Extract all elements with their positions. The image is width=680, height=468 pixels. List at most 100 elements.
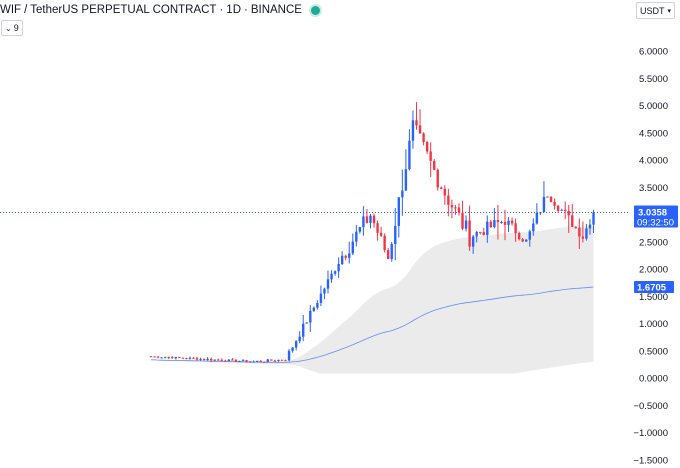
candle-body <box>468 220 471 247</box>
candle-body <box>358 227 362 232</box>
candle <box>386 248 390 260</box>
candle-body <box>287 350 291 361</box>
candle <box>539 212 542 216</box>
candle <box>213 359 216 362</box>
candle <box>376 220 379 241</box>
candle <box>149 355 153 358</box>
candle-body <box>493 219 496 228</box>
symbol-name[interactable]: WIF <box>0 4 22 16</box>
candle-body <box>181 357 185 359</box>
candle <box>404 149 408 192</box>
candle-body <box>581 236 585 239</box>
candle-body <box>443 188 447 196</box>
candle-body <box>238 361 241 363</box>
candle <box>542 181 546 213</box>
candle <box>411 110 415 149</box>
price-axis-label: −1.0000 <box>633 428 668 439</box>
candle <box>379 226 383 237</box>
candle <box>171 355 174 359</box>
candle <box>588 219 592 235</box>
candle <box>248 361 252 363</box>
candle <box>535 203 539 225</box>
indicator-toggle-button[interactable]: ⌄ 9 <box>1 20 23 36</box>
candle-body <box>270 359 273 361</box>
candle-body <box>514 223 517 234</box>
candle-body <box>171 357 174 359</box>
candle <box>567 204 570 233</box>
price-axis-label: 6.0000 <box>639 47 668 58</box>
candle <box>532 218 535 236</box>
candle-body <box>330 273 333 280</box>
candle-body <box>397 197 400 226</box>
symbol-separator: / <box>24 4 28 16</box>
candle <box>433 158 436 171</box>
candle-body <box>418 125 422 134</box>
price-axis-label: 4.5000 <box>639 128 668 139</box>
candle <box>436 168 439 191</box>
candle-body <box>305 322 308 324</box>
candle <box>220 358 223 362</box>
candle-body <box>326 279 330 289</box>
candle-body <box>319 293 323 303</box>
candle <box>284 359 287 362</box>
candle-body <box>447 195 450 205</box>
candle-body <box>153 356 156 358</box>
candle-body <box>206 358 209 360</box>
candle-body <box>408 140 411 170</box>
candle-body <box>592 212 595 225</box>
candle <box>319 285 323 307</box>
candle <box>394 208 397 261</box>
candle-body <box>411 120 415 141</box>
candle-body <box>241 360 245 362</box>
candle-body <box>454 207 457 209</box>
price-axis[interactable]: 6.0000 5.5000 5.0000 4.5000 4.0000 3.5000 2.50… <box>633 47 668 467</box>
candle-body <box>585 228 588 239</box>
chevron-down-icon: ⌄ <box>5 23 12 33</box>
candle <box>234 359 238 362</box>
separator-dot: · <box>219 4 224 16</box>
candle-body <box>195 358 199 360</box>
candle-body <box>174 356 177 359</box>
candle <box>231 358 234 361</box>
currency-selector[interactable]: USDT ▾ <box>636 2 676 19</box>
candle-body <box>489 221 493 228</box>
candle <box>443 185 447 205</box>
candle-body <box>248 361 252 363</box>
price-axis-label: 0.5000 <box>639 346 668 357</box>
candle-body <box>323 288 326 294</box>
candle <box>174 356 177 360</box>
candle <box>270 359 273 361</box>
price-badges: 3.0358 09:32:50 1.6705 <box>634 205 678 293</box>
symbol-header[interactable]: WIF / TetherUS PERPETUAL CONTRACT · 1D ·… <box>0 3 323 17</box>
candle <box>266 358 270 363</box>
candle-body <box>553 201 556 206</box>
candle-body <box>252 361 255 363</box>
price-axis-label: −1.5000 <box>633 455 668 466</box>
candle <box>160 357 163 359</box>
chevron-down-icon: ▾ <box>667 7 672 15</box>
candle-body <box>386 250 390 259</box>
candle <box>224 359 227 362</box>
candle-body <box>372 215 376 224</box>
candle <box>344 254 347 261</box>
price-axis-label: 4.0000 <box>639 156 668 167</box>
candle-body <box>369 215 372 223</box>
currency-label: USDT <box>640 5 665 16</box>
candle-body <box>277 359 280 361</box>
candle <box>514 218 517 242</box>
candle <box>390 242 393 262</box>
candle-body <box>574 226 577 228</box>
separator-dot: · <box>244 4 248 16</box>
candle <box>256 360 259 363</box>
candle-body <box>401 190 404 198</box>
candle-body <box>273 360 277 362</box>
candle <box>227 359 231 362</box>
candle <box>167 356 170 360</box>
candle <box>549 196 553 203</box>
candle-body <box>220 359 223 361</box>
candle-body <box>496 219 500 223</box>
candle <box>556 204 560 213</box>
candle-body <box>291 347 294 351</box>
interval-label[interactable]: 1D <box>226 4 241 16</box>
